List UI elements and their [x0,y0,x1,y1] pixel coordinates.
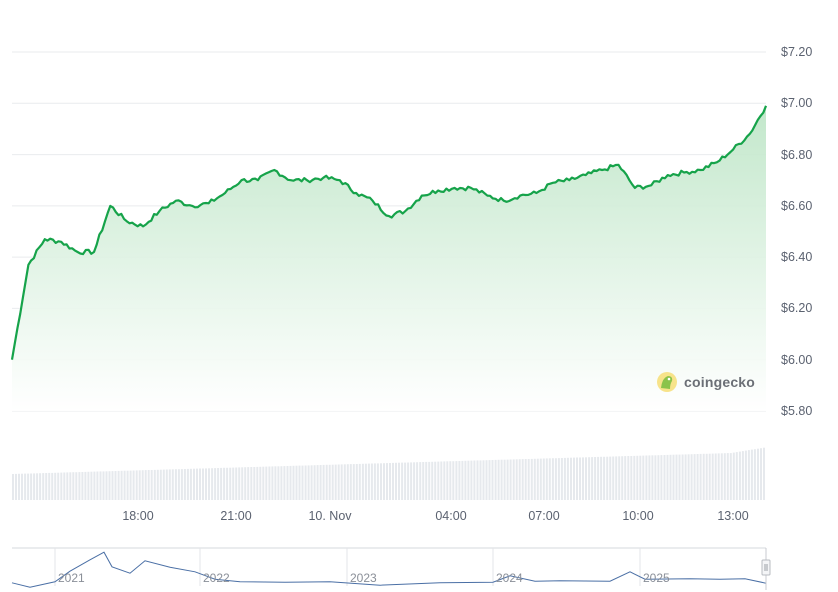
x-tick-label: 10. Nov [308,509,352,523]
x-tick-label: 13:00 [717,509,749,523]
x-tick-label: 10:00 [622,509,654,523]
navigator-tick-label: 2021 [58,571,85,585]
x-tick-label: 21:00 [220,509,252,523]
y-tick-label: $5.80 [781,404,813,418]
x-tick-label: 07:00 [528,509,560,523]
price-line[interactable] [10,105,768,360]
navigator[interactable] [11,547,771,590]
volume-bars [12,447,765,500]
navigator-tick-label: 2025 [643,571,670,585]
y-tick-label: $6.00 [781,352,813,367]
y-tick-label: $6.80 [781,147,813,162]
y-tick-label: $7.00 [781,96,813,111]
watermark-text: coingecko [684,374,756,390]
coingecko-watermark: coingecko [656,371,755,393]
y-tick-label: $6.20 [781,301,813,316]
x-tick-label: 04:00 [435,509,467,523]
price-area [12,105,766,412]
navigator-tick-label: 2023 [350,571,377,585]
navigator-tick-label: 2022 [203,571,230,585]
x-tick-label: 18:00 [122,509,154,523]
navigator-handle-right[interactable] [761,559,771,576]
y-tick-label: $7.20 [781,45,813,59]
y-tick-label: $6.60 [781,198,813,213]
y-tick-label: $6.40 [781,250,813,265]
gecko-logo-icon [657,372,677,392]
navigator-tick-label: 2024 [496,571,523,585]
